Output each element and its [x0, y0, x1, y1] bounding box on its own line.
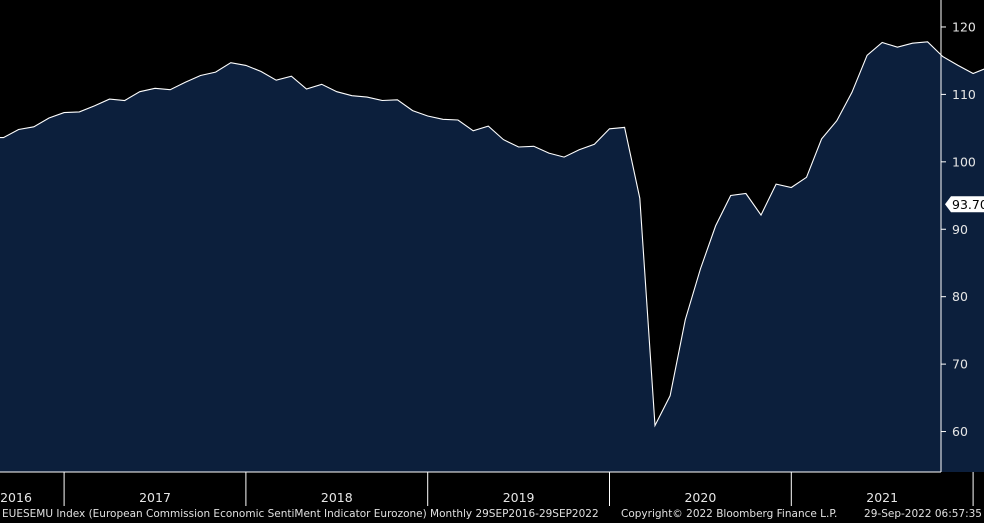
footer-bar: EUESEMU Index (European Commission Econo…: [0, 506, 984, 523]
footer-copyright: Copyright© 2022 Bloomberg Finance L.P.: [621, 508, 838, 520]
axes: 60 70 80 90 100 110 120 93.70 2016 2017 2018 2019 20…: [0, 0, 984, 506]
y-tick-label-70: 70: [952, 357, 968, 372]
x-year-label-2020: 2020: [684, 490, 716, 505]
last-value-tag: [945, 196, 984, 213]
y-tick-label-90: 90: [952, 222, 968, 237]
footer-description: EUESEMU Index (European Commission Econo…: [2, 508, 599, 520]
y-tick-label-120: 120: [952, 19, 976, 34]
x-year-label-2017: 2017: [139, 490, 171, 505]
series-line: [0, 41, 984, 428]
y-tick-label-60: 60: [952, 424, 968, 439]
x-year-label-2019: 2019: [503, 490, 535, 505]
last-value-label: 93.70: [952, 197, 984, 212]
series-area: [0, 41, 984, 472]
x-year-label-2018: 2018: [321, 490, 353, 505]
x-year-label-2021: 2021: [866, 490, 898, 505]
chart-svg: 60 70 80 90 100 110 120 93.70 2016 2017 2018 2019 20…: [0, 0, 984, 506]
y-tick-label-100: 100: [952, 154, 976, 169]
y-tick-label-110: 110: [952, 87, 976, 102]
footer-timestamp: 29-Sep-2022 06:57:35: [864, 508, 982, 520]
plot-area: [0, 41, 984, 472]
y-tick-label-80: 80: [952, 289, 968, 304]
x-year-label-2016: 2016: [0, 490, 32, 505]
